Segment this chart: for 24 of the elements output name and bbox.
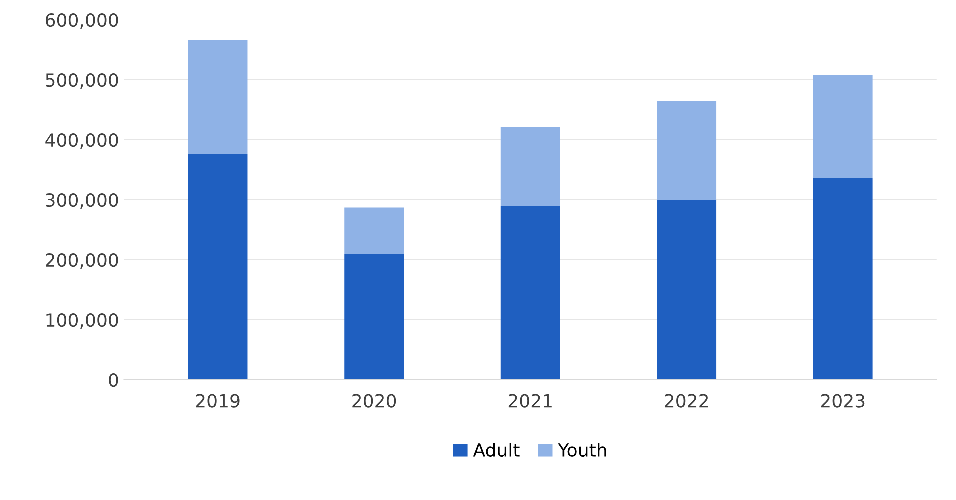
bar bbox=[188, 154, 248, 380]
y-tick-label: 200,000 bbox=[46, 253, 118, 269]
bar bbox=[813, 178, 873, 380]
bar bbox=[500, 127, 560, 206]
x-tick-label: 2023 bbox=[821, 394, 865, 408]
legend-label: Youth bbox=[558, 443, 606, 458]
y-tick-label: 100,000 bbox=[46, 313, 118, 329]
y-tick-label: 600,000 bbox=[46, 13, 118, 29]
bar bbox=[657, 200, 717, 380]
x-tick-label: 2021 bbox=[508, 394, 552, 408]
x-tick-label: 2019 bbox=[196, 394, 240, 408]
bar bbox=[657, 101, 717, 200]
bar bbox=[344, 254, 404, 380]
y-tick-label: 400,000 bbox=[46, 133, 118, 149]
y-tick-label: 500,000 bbox=[46, 73, 118, 89]
legend-label: Adult bbox=[473, 443, 520, 458]
y-tick-label: 300,000 bbox=[46, 193, 118, 209]
x-tick-label: 2020 bbox=[352, 394, 396, 408]
bar bbox=[813, 75, 873, 178]
x-tick-label: 2022 bbox=[665, 394, 708, 408]
bar bbox=[344, 208, 404, 254]
y-tick-label: 0 bbox=[109, 373, 118, 388]
bar bbox=[500, 206, 560, 380]
bar bbox=[188, 40, 248, 154]
